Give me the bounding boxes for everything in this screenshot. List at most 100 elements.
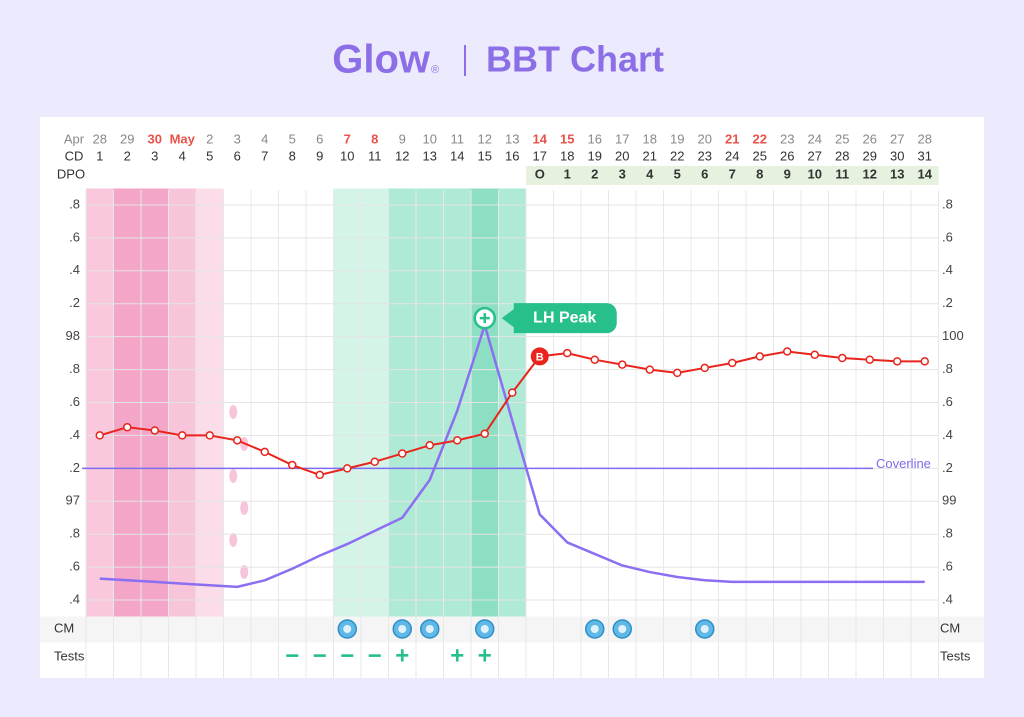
y2-tick-label: .8: [942, 526, 953, 541]
date-label: 28: [918, 131, 932, 146]
y-tick-label: .2: [69, 295, 80, 310]
spotting-drop: [229, 469, 238, 483]
bbt-point: [838, 353, 847, 363]
cd-label: 31: [918, 148, 932, 163]
spotting-drop: [229, 533, 238, 547]
cd-label: 4: [179, 148, 186, 163]
y-tick-label: .4: [69, 591, 80, 606]
date-label: 20: [698, 131, 712, 146]
spotting-drop: [240, 565, 249, 579]
test-result: +: [450, 642, 464, 669]
cd-label: 14: [450, 148, 464, 163]
cd-label: 5: [206, 148, 213, 163]
dpo-label: 11: [835, 166, 849, 181]
y2-tick-label: .4: [942, 591, 953, 606]
dpo-label: 13: [890, 166, 904, 181]
lh-peak-label: LH Peak: [533, 309, 596, 326]
test-result: −: [313, 642, 327, 669]
cm-row: [40, 616, 984, 643]
y2-tick-label: .6: [942, 394, 953, 409]
y2-tick-label: 99: [942, 493, 956, 508]
date-label: 27: [890, 131, 904, 146]
cd-label: 27: [808, 148, 822, 163]
date-label: 22: [753, 131, 767, 146]
lh-peak-plus: [479, 313, 490, 324]
cd-label: 11: [368, 148, 382, 163]
chart-title: BBT Chart: [486, 39, 664, 80]
date-label: 29: [120, 131, 134, 146]
brand: Glow: [332, 38, 431, 82]
dpo-label: 5: [674, 166, 681, 181]
bbt-point: [590, 355, 599, 364]
dpo-label: 7: [729, 166, 736, 181]
bbt-point: [425, 441, 434, 450]
date-label: 9: [399, 131, 406, 146]
test-result: −: [368, 642, 382, 669]
cd-label: 22: [670, 148, 684, 163]
series-line: [99, 323, 925, 589]
cd-label: 29: [863, 148, 877, 163]
cd-label: 15: [478, 148, 492, 163]
y2-tick-label: .2: [942, 460, 953, 475]
dpo-label: 10: [808, 166, 822, 181]
y-tick-label: .6: [69, 394, 80, 409]
test-result: −: [285, 642, 299, 669]
cd-label: 24: [725, 148, 739, 163]
bbt-point: [700, 363, 709, 373]
date-label: 5: [289, 131, 296, 146]
bbt-point: [150, 426, 159, 435]
row-label: CM: [54, 620, 74, 635]
y2-tick-label: .4: [942, 427, 953, 442]
cd-label: 25: [753, 148, 767, 163]
y2-tick-label: .2: [942, 295, 953, 310]
cm-icon-inner: [618, 625, 627, 633]
date-label: 26: [863, 131, 877, 146]
date-label: 4: [261, 131, 268, 146]
cm-icon-inner: [480, 625, 489, 633]
cd-label: 17: [533, 148, 547, 163]
cm-icon-inner: [590, 625, 599, 633]
date-label: 24: [808, 131, 822, 146]
cd-label: 10: [340, 148, 354, 163]
date-label: 28: [93, 131, 107, 146]
cd-label: 3: [151, 148, 158, 163]
bbt-point: [645, 365, 654, 374]
bbt-point: [865, 355, 874, 364]
date-label: 12: [478, 131, 492, 146]
date-label: 18: [643, 131, 657, 146]
dpo-band: [526, 166, 939, 185]
cd-label: 9: [316, 148, 323, 163]
bbt-point: [480, 429, 489, 439]
test-result: +: [395, 642, 409, 669]
row-label: Apr: [64, 131, 85, 146]
y-tick-label: .4: [69, 262, 80, 277]
y-tick-label: .6: [69, 559, 80, 574]
date-label: 10: [423, 131, 437, 146]
test-result: +: [478, 642, 492, 669]
dpo-label: 6: [701, 166, 708, 181]
bbt-point: [755, 352, 764, 361]
row-label: CD: [65, 148, 84, 163]
bbt-point: [205, 431, 214, 440]
y-tick-label: 98: [66, 328, 80, 343]
cd-label: 28: [835, 148, 849, 163]
dpo-label: 3: [619, 166, 626, 181]
dpo-label: O: [535, 166, 545, 181]
cd-label: 18: [560, 148, 574, 163]
row-label: DPO: [57, 166, 85, 181]
bbt-point: [233, 436, 242, 445]
dpo-label: 12: [863, 166, 877, 181]
row-label: Tests: [940, 648, 971, 663]
row-label: Tests: [54, 648, 85, 663]
spotting-drop: [229, 405, 238, 419]
bbt-point: [810, 350, 819, 360]
date-label: May: [170, 131, 196, 146]
spotting-drop: [240, 501, 249, 515]
date-label: 21: [725, 131, 739, 146]
cd-label: 1: [96, 148, 103, 163]
test-result: −: [340, 642, 354, 669]
cm-icon-inner: [700, 625, 709, 633]
cm-icon-inner: [343, 625, 352, 633]
